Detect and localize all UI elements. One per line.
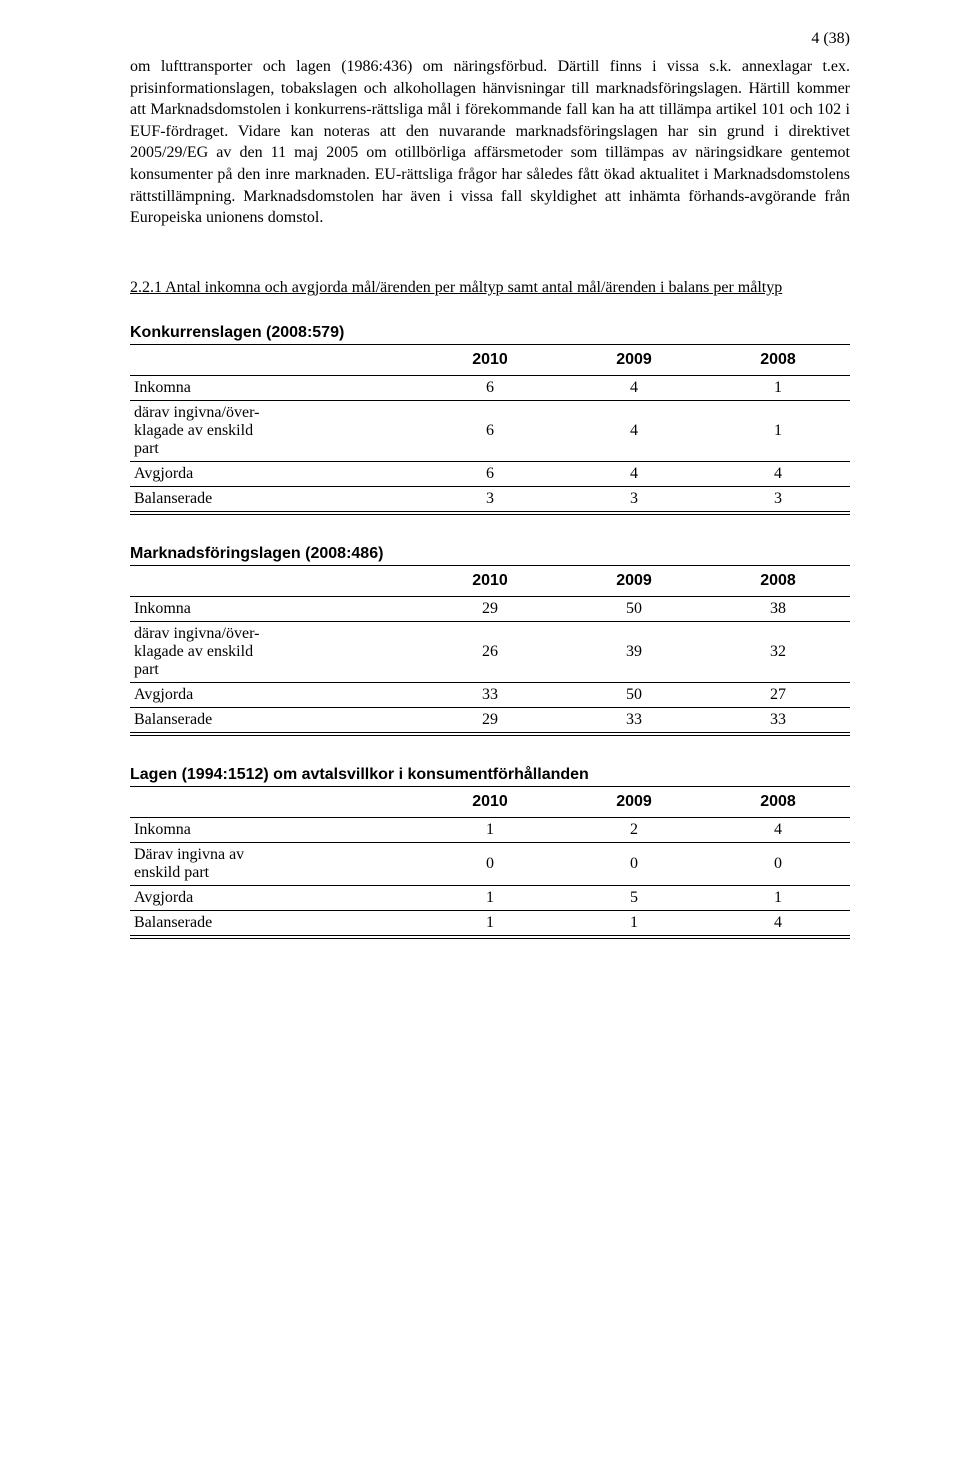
cell-value: 0 bbox=[562, 843, 706, 886]
cell-value: 5 bbox=[562, 886, 706, 911]
row-label: Balanserade bbox=[130, 487, 418, 512]
table-header-row: 2010 2009 2008 bbox=[130, 566, 850, 597]
cell-value: 4 bbox=[706, 911, 850, 936]
header-empty bbox=[130, 345, 418, 376]
cell-value: 4 bbox=[562, 401, 706, 462]
table-konkurrenslagen: Konkurrenslagen (2008:579) 2010 2009 200… bbox=[130, 324, 850, 515]
row-label: Inkomna bbox=[130, 376, 418, 401]
cell-value: 33 bbox=[706, 708, 850, 733]
header-year: 2009 bbox=[562, 566, 706, 597]
cell-value: 1 bbox=[706, 886, 850, 911]
cell-value: 26 bbox=[418, 622, 562, 683]
table-row: Därav ingivna avenskild part000 bbox=[130, 843, 850, 886]
row-label: Avgjorda bbox=[130, 462, 418, 487]
cell-value: 4 bbox=[562, 462, 706, 487]
cell-value: 32 bbox=[706, 622, 850, 683]
header-year: 2009 bbox=[562, 787, 706, 818]
cell-value: 1 bbox=[418, 911, 562, 936]
table-body: Inkomna124Därav ingivna avenskild part00… bbox=[130, 818, 850, 939]
cell-value: 29 bbox=[418, 597, 562, 622]
cell-value: 0 bbox=[418, 843, 562, 886]
table-row: Avgjorda644 bbox=[130, 462, 850, 487]
header-empty bbox=[130, 787, 418, 818]
section-heading: 2.2.1 Antal inkomna och avgjorda mål/äre… bbox=[130, 277, 850, 299]
table-header-row: 2010 2009 2008 bbox=[130, 787, 850, 818]
table-marknadsforingslagen: Marknadsföringslagen (2008:486) 2010 200… bbox=[130, 545, 850, 736]
table-body: Inkomna295038därav ingivna/över-klagade … bbox=[130, 597, 850, 736]
cell-value: 29 bbox=[418, 708, 562, 733]
row-label: Avgjorda bbox=[130, 683, 418, 708]
cell-value: 1 bbox=[706, 401, 850, 462]
cell-value: 1 bbox=[562, 911, 706, 936]
header-year: 2010 bbox=[418, 787, 562, 818]
header-year: 2008 bbox=[706, 345, 850, 376]
cell-value: 3 bbox=[562, 487, 706, 512]
table-row: Avgjorda335027 bbox=[130, 683, 850, 708]
row-label: Därav ingivna avenskild part bbox=[130, 843, 418, 886]
cell-value: 1 bbox=[418, 886, 562, 911]
page-number: 4 (38) bbox=[811, 30, 850, 48]
cell-value: 1 bbox=[418, 818, 562, 843]
header-year: 2009 bbox=[562, 345, 706, 376]
cell-value: 50 bbox=[562, 683, 706, 708]
row-label: Avgjorda bbox=[130, 886, 418, 911]
cell-value: 0 bbox=[706, 843, 850, 886]
row-label: Balanserade bbox=[130, 911, 418, 936]
header-year: 2008 bbox=[706, 787, 850, 818]
cell-value: 33 bbox=[562, 708, 706, 733]
table-row: Balanserade114 bbox=[130, 911, 850, 936]
header-year: 2008 bbox=[706, 566, 850, 597]
body-paragraph: om lufttransporter och lagen (1986:436) … bbox=[130, 56, 850, 229]
cell-value: 2 bbox=[562, 818, 706, 843]
cell-value: 6 bbox=[418, 401, 562, 462]
cell-value: 4 bbox=[562, 376, 706, 401]
table-title: Marknadsföringslagen (2008:486) bbox=[130, 545, 850, 563]
cell-value: 38 bbox=[706, 597, 850, 622]
table-row: Avgjorda151 bbox=[130, 886, 850, 911]
table-body: Inkomna641därav ingivna/över-klagade av … bbox=[130, 376, 850, 515]
row-label: Inkomna bbox=[130, 597, 418, 622]
cell-value: 50 bbox=[562, 597, 706, 622]
cell-value: 27 bbox=[706, 683, 850, 708]
data-table: 2010 2009 2008 Inkomna641därav ingivna/ö… bbox=[130, 344, 850, 515]
table-row: därav ingivna/över-klagade av enskildpar… bbox=[130, 401, 850, 462]
cell-value: 6 bbox=[418, 376, 562, 401]
row-label: därav ingivna/över-klagade av enskildpar… bbox=[130, 622, 418, 683]
header-empty bbox=[130, 566, 418, 597]
table-row: Inkomna124 bbox=[130, 818, 850, 843]
cell-value: 3 bbox=[418, 487, 562, 512]
cell-value: 39 bbox=[562, 622, 706, 683]
cell-value: 4 bbox=[706, 462, 850, 487]
data-table: 2010 2009 2008 Inkomna295038därav ingivn… bbox=[130, 565, 850, 736]
header-year: 2010 bbox=[418, 345, 562, 376]
table-title: Lagen (1994:1512) om avtalsvillkor i kon… bbox=[130, 766, 850, 784]
table-row: Balanserade293333 bbox=[130, 708, 850, 733]
table-row: Balanserade333 bbox=[130, 487, 850, 512]
row-label: Inkomna bbox=[130, 818, 418, 843]
table-header-row: 2010 2009 2008 bbox=[130, 345, 850, 376]
table-row: därav ingivna/över-klagade av enskildpar… bbox=[130, 622, 850, 683]
row-label: därav ingivna/över-klagade av enskildpar… bbox=[130, 401, 418, 462]
table-row: Inkomna641 bbox=[130, 376, 850, 401]
cell-value: 4 bbox=[706, 818, 850, 843]
row-label: Balanserade bbox=[130, 708, 418, 733]
cell-value: 3 bbox=[706, 487, 850, 512]
table-row: Inkomna295038 bbox=[130, 597, 850, 622]
data-table: 2010 2009 2008 Inkomna124Därav ingivna a… bbox=[130, 786, 850, 939]
table-avtalsvillkor: Lagen (1994:1512) om avtalsvillkor i kon… bbox=[130, 766, 850, 939]
cell-value: 1 bbox=[706, 376, 850, 401]
header-year: 2010 bbox=[418, 566, 562, 597]
cell-value: 33 bbox=[418, 683, 562, 708]
cell-value: 6 bbox=[418, 462, 562, 487]
table-title: Konkurrenslagen (2008:579) bbox=[130, 324, 850, 342]
